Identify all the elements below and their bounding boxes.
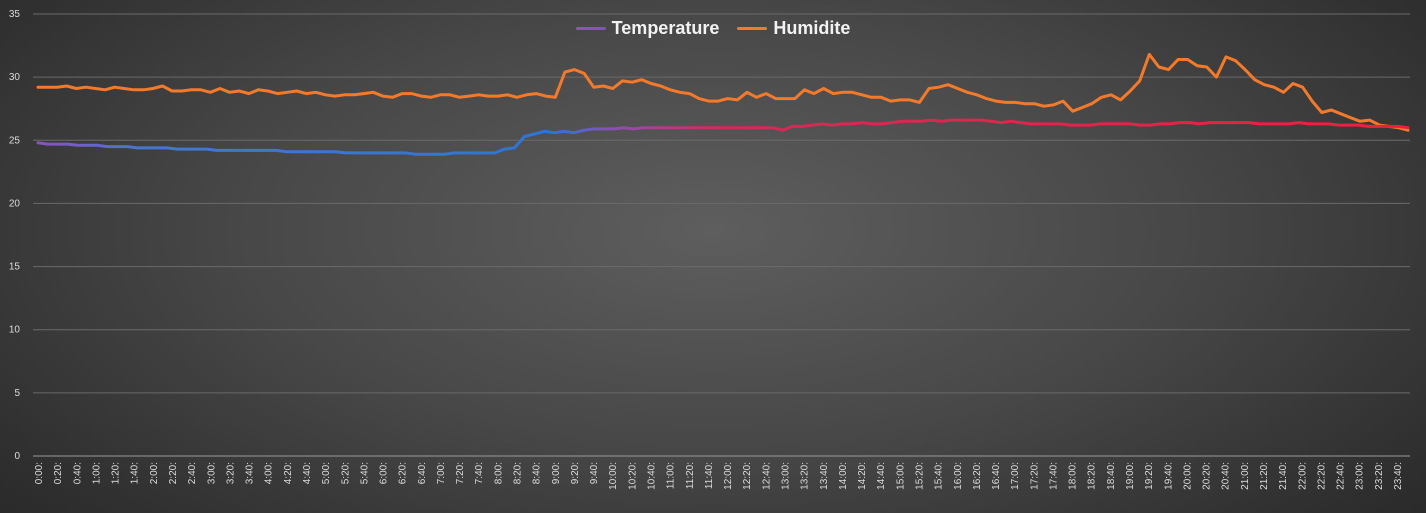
x-tick-label: 13:00:	[780, 462, 791, 490]
x-tick-label: 16:40:	[991, 462, 1002, 490]
x-tick-label: 7:00:	[436, 462, 447, 484]
x-tick-label: 7:20:	[455, 462, 466, 484]
y-tick-label: 15	[9, 262, 21, 273]
x-tick-label: 9:20:	[570, 462, 581, 484]
x-tick-label: 8:20:	[513, 462, 524, 484]
x-tick-label: 17:40:	[1048, 462, 1059, 490]
x-tick-label: 23:40:	[1393, 462, 1404, 490]
x-tick-label: 0:40:	[72, 462, 83, 484]
x-tick-label: 11:40:	[704, 462, 715, 489]
x-tick-label: 20:40:	[1221, 462, 1232, 490]
x-tick-label: 4:40:	[302, 462, 313, 484]
x-tick-label: 17:00:	[1010, 462, 1021, 490]
x-tick-label: 3:40:	[245, 462, 256, 484]
x-tick-label: 6:40:	[417, 462, 428, 484]
x-tick-label: 22:20:	[1316, 462, 1327, 490]
y-tick-label: 5	[14, 388, 20, 399]
x-tick-label: 2:20:	[168, 462, 179, 484]
x-tick-label: 7:40:	[474, 462, 485, 484]
x-tick-label: 3:00:	[206, 462, 217, 484]
humidite-line	[36, 52, 1410, 132]
x-tick-label: 15:20:	[914, 462, 925, 490]
x-tick-label: 16:20:	[972, 462, 983, 490]
x-tick-label: 9:40:	[589, 462, 600, 484]
x-tick-label: 2:40:	[187, 462, 198, 484]
y-tick-label: 10	[9, 325, 21, 336]
x-tick-label: 12:40:	[761, 462, 772, 490]
y-tick-label: 30	[9, 72, 21, 83]
x-tick-label: 18:40:	[1106, 462, 1117, 490]
x-tick-label: 19:20:	[1144, 462, 1155, 490]
x-tick-label: 21:00:	[1240, 462, 1251, 490]
x-tick-label: 9:00:	[551, 462, 562, 484]
x-tick-label: 6:20:	[398, 462, 409, 484]
temperature-line	[36, 118, 1410, 156]
x-tick-label: 11:00:	[666, 462, 677, 489]
x-tick-label: 14:00:	[838, 462, 849, 490]
y-tick-label: 25	[9, 135, 21, 146]
y-tick-label: 35	[9, 9, 21, 20]
x-tick-label: 17:20:	[1029, 462, 1040, 490]
x-tick-label: 8:00:	[493, 462, 504, 484]
x-tick-label: 1:00:	[91, 462, 102, 484]
x-tick-label: 8:40:	[532, 462, 543, 484]
x-tick-label: 20:20:	[1202, 462, 1213, 490]
x-tick-label: 23:20:	[1374, 462, 1385, 490]
x-tick-label: 14:40:	[876, 462, 887, 490]
x-tick-label: 3:20:	[225, 462, 236, 484]
x-tick-label: 12:00:	[723, 462, 734, 490]
x-tick-label: 6:00:	[379, 462, 390, 484]
x-tick-label: 23:00:	[1355, 462, 1366, 490]
x-tick-label: 5:20:	[340, 462, 351, 484]
x-tick-label: 4:20:	[283, 462, 294, 484]
x-tick-label: 16:00:	[953, 462, 964, 490]
x-tick-label: 15:00:	[895, 462, 906, 490]
x-tick-label: 0:00:	[34, 462, 45, 484]
x-tick-label: 5:40:	[359, 462, 370, 484]
x-tick-label: 1:20:	[111, 462, 122, 484]
x-tick-label: 15:40:	[934, 462, 945, 490]
x-tick-label: 19:00:	[1125, 462, 1136, 490]
x-tick-label: 13:20:	[800, 462, 811, 490]
x-tick-label: 0:20:	[53, 462, 64, 484]
x-tick-label: 10:20:	[627, 462, 638, 490]
x-tick-label: 13:40:	[819, 462, 830, 490]
y-tick-label: 20	[9, 198, 21, 209]
x-tick-label: 12:20:	[742, 462, 753, 490]
x-tick-label: 22:40:	[1336, 462, 1347, 490]
x-tick-label: 10:40:	[647, 462, 658, 490]
x-tick-label: 18:20:	[1087, 462, 1098, 490]
x-tick-label: 21:40:	[1278, 462, 1289, 490]
x-tick-label: 11:20:	[685, 462, 696, 489]
x-tick-label: 20:00:	[1182, 462, 1193, 490]
x-tick-label: 1:40:	[130, 462, 141, 484]
x-tick-label: 10:00:	[608, 462, 619, 490]
x-tick-label: 19:40:	[1163, 462, 1174, 490]
x-tick-label: 2:00:	[149, 462, 160, 484]
x-tick-label: 5:00:	[321, 462, 332, 484]
x-tick-label: 22:00:	[1297, 462, 1308, 490]
x-tick-label: 21:20:	[1259, 462, 1270, 490]
x-tick-label: 4:00:	[264, 462, 275, 484]
y-tick-label: 0	[14, 451, 20, 462]
x-tick-label: 14:20:	[857, 462, 868, 490]
x-tick-label: 18:00:	[1068, 462, 1079, 490]
